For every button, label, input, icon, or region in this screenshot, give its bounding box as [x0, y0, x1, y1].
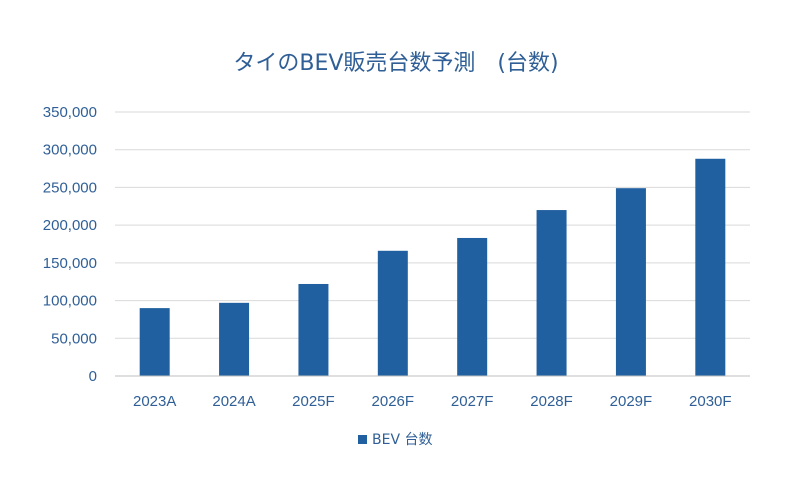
bar [457, 237, 488, 376]
chart-title: タイのBEV販売台数予測 (台数) [233, 51, 558, 76]
y-tick-label: 300,000 [43, 142, 97, 159]
legend-label: BEV 台数 [372, 432, 432, 448]
y-tick-label: 50,000 [51, 330, 97, 347]
y-tick-label: 0 [89, 368, 97, 385]
x-tick-label: 2026F [372, 393, 415, 410]
x-tick-label: 2025F [292, 393, 335, 410]
x-tick-label: 2029F [610, 393, 653, 410]
gridlines [115, 111, 750, 339]
bar [536, 210, 567, 376]
bar [377, 250, 408, 376]
y-tick-label: 100,000 [43, 293, 97, 310]
bar-series [139, 158, 726, 376]
y-tick-label: 350,000 [43, 104, 97, 121]
y-axis-tick-labels: 0 50,000 100,000 150,000 200,000 250,000 300,0… [43, 104, 97, 385]
x-tick-label: 2023A [133, 393, 176, 410]
legend-swatch [358, 435, 367, 444]
bar [298, 283, 329, 376]
bar [695, 158, 726, 376]
x-tick-label: 2027F [451, 393, 494, 410]
bar [219, 302, 250, 376]
bar [139, 308, 170, 376]
legend: BEV 台数 [358, 432, 432, 448]
x-tick-label: 2028F [530, 393, 573, 410]
bar [615, 188, 646, 376]
x-axis-tick-labels: 2023A 2024A 2025F 2026F 2027F 2028F 2029F 2030F [133, 393, 732, 410]
y-tick-label: 150,000 [43, 255, 97, 272]
y-tick-label: 200,000 [43, 217, 97, 234]
x-tick-label: 2024A [212, 393, 255, 410]
y-tick-label: 250,000 [43, 179, 97, 196]
x-tick-label: 2030F [689, 393, 732, 410]
